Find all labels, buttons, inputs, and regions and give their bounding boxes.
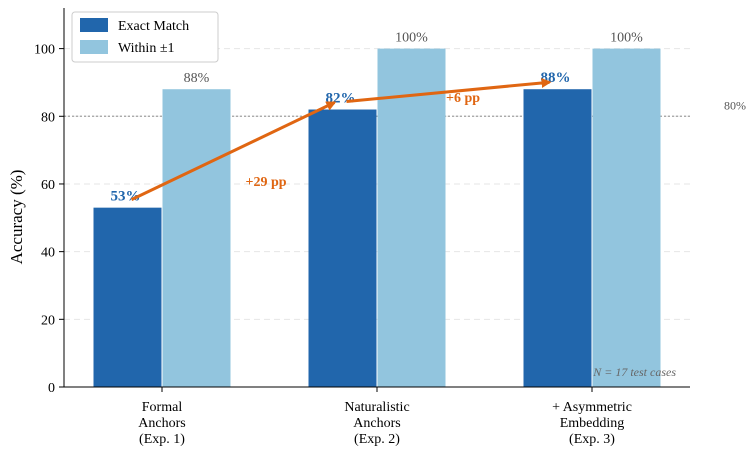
bar-exact-match	[523, 89, 592, 387]
bar-value-label: 100%	[610, 31, 643, 46]
legend-entry: Exact Match	[118, 19, 189, 34]
bar-exact-match	[308, 109, 377, 388]
reference-line-label: 80%	[724, 98, 746, 112]
bar-exact-match	[93, 207, 162, 387]
y-tick-label: 0	[48, 381, 55, 396]
x-tick-label: Anchors	[138, 416, 185, 431]
x-tick-label: + Asymmetric	[552, 400, 632, 415]
x-tick-label: (Exp. 1)	[139, 432, 185, 447]
legend-swatch	[80, 40, 108, 54]
legend: Exact Match Within ±1	[71, 11, 219, 63]
improvement-label: +6 pp	[446, 91, 480, 106]
x-tick-label: (Exp. 3)	[569, 432, 615, 447]
y-tick-label: 80	[41, 110, 55, 125]
y-tick-label: 40	[41, 246, 55, 261]
bar-within-one	[592, 48, 661, 387]
x-tick-label: Formal	[142, 400, 183, 415]
improvement-arrow	[346, 77, 552, 104]
x-tick-label: (Exp. 2)	[354, 432, 400, 447]
legend-box	[71, 11, 219, 63]
sample-size-note: N = 17 test cases	[592, 365, 676, 379]
x-tick-label: Naturalistic	[344, 400, 409, 415]
bar-within-one	[162, 89, 231, 387]
bar-value-label: 100%	[395, 31, 428, 46]
bar-value-label: 88%	[184, 71, 210, 86]
y-tick-label: 60	[41, 178, 55, 193]
bar-value-label: 53%	[111, 189, 141, 205]
improvement-label: +29 pp	[245, 175, 286, 190]
improvement-arrow	[130, 101, 337, 202]
y-tick-label: 100	[34, 43, 55, 58]
x-tick-label: Embedding	[560, 416, 625, 431]
bars-layer	[93, 48, 661, 388]
arrows-layer: +29 pp +6 pp	[130, 77, 552, 202]
legend-swatch	[80, 18, 108, 32]
x-tick-label: Anchors	[353, 416, 400, 431]
y-axis-label: Accuracy (%)	[7, 170, 26, 265]
legend-entry: Within ±1	[118, 41, 175, 56]
y-tick-label: 20	[41, 313, 55, 328]
bar-within-one	[377, 48, 446, 387]
